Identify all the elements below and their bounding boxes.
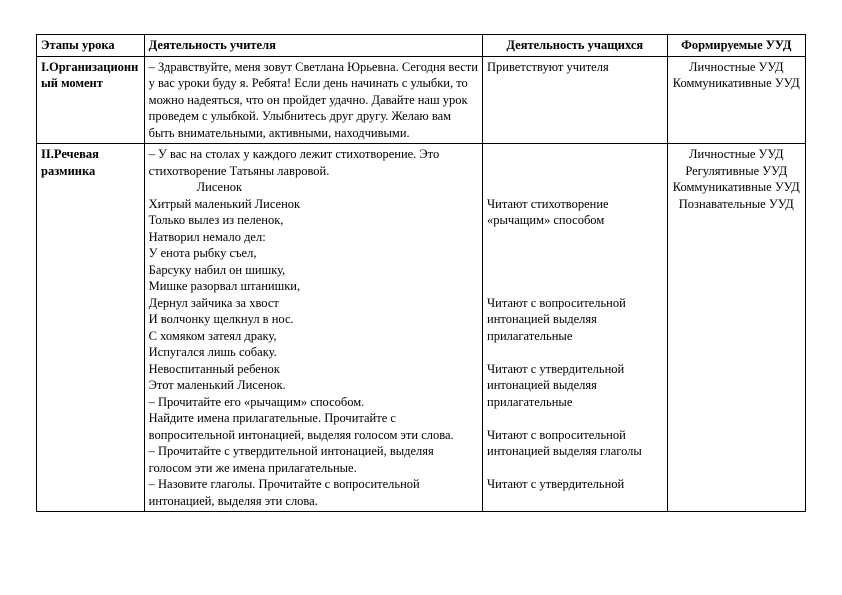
uud-cell: Личностные УУД Регулятивные УУД Коммуник… — [667, 144, 805, 512]
students-cell: Приветствуют учителя — [483, 56, 668, 144]
col-header-uud: Формируемые УУД — [667, 35, 805, 57]
stage-cell: II.Речевая разминка — [37, 144, 145, 512]
poem-line: Испугался лишь собаку. — [149, 345, 277, 359]
poem-line: Дернул зайчика за хвост — [149, 296, 279, 310]
poem-line: У енота рыбку съел, — [149, 246, 257, 260]
lesson-plan-table: Этапы урока Деятельность учителя Деятель… — [36, 34, 806, 512]
poem-line: Натворил немало дел: — [149, 230, 266, 244]
poem-line: Хитрый маленький Лисенок — [149, 197, 300, 211]
stage-cell: I.Организационный момент — [37, 56, 145, 144]
uud-cell: Личностные УУД Коммуникативные УУД — [667, 56, 805, 144]
poem-line: Мишке разорвал штанишки, — [149, 279, 300, 293]
students-cell: Читают стихотворение «рычащим» способом … — [483, 144, 668, 512]
teacher-instruction: – Прочитайте с утвердительной интонацией… — [149, 444, 434, 475]
table-row: I.Организационный момент – Здравствуйте,… — [37, 56, 806, 144]
col-header-stage: Этапы урока — [37, 35, 145, 57]
teacher-intro: – У вас на столах у каждого лежит стихот… — [149, 147, 440, 178]
poem-line: И волчонку щелкнул в нос. — [149, 312, 294, 326]
teacher-cell: – У вас на столах у каждого лежит стихот… — [144, 144, 482, 512]
teacher-instruction: – Прочитайте его «рычащим» способом. — [149, 395, 365, 409]
teacher-instruction: – Назовите глаголы. Прочитайте с вопроси… — [149, 477, 420, 508]
col-header-students: Деятельность учащихся — [483, 35, 668, 57]
students-action: Читают с вопросительной интонацией выдел… — [487, 296, 626, 343]
poem-line: С хомяком затеял драку, — [149, 329, 277, 343]
table-row: II.Речевая разминка – У вас на столах у … — [37, 144, 806, 512]
students-action: Читают с вопросительной интонацией выдел… — [487, 428, 642, 459]
table-header-row: Этапы урока Деятельность учителя Деятель… — [37, 35, 806, 57]
col-header-teacher: Деятельность учителя — [144, 35, 482, 57]
students-action: Читают стихотворение «рычащим» способом — [487, 197, 609, 228]
students-action: Читают с утвердительной — [487, 477, 624, 491]
teacher-cell: – Здравствуйте, меня зовут Светлана Юрье… — [144, 56, 482, 144]
teacher-instruction: Найдите имена прилагательные. Прочитайте… — [149, 411, 454, 442]
poem-line: Невоспитанный ребенок — [149, 362, 280, 376]
poem-line: Барсуку набил он шишку, — [149, 263, 286, 277]
page: Этапы урока Деятельность учителя Деятель… — [0, 0, 842, 512]
stage-label: II.Речевая разминка — [41, 147, 99, 178]
poem-title: Лисенок — [149, 179, 478, 196]
poem-line: Только вылез из пеленок, — [149, 213, 284, 227]
poem-line: Этот маленький Лисенок. — [149, 378, 286, 392]
students-action: Читают с утвердительной интонацией выдел… — [487, 362, 624, 409]
stage-label: I.Организационный момент — [41, 60, 138, 91]
